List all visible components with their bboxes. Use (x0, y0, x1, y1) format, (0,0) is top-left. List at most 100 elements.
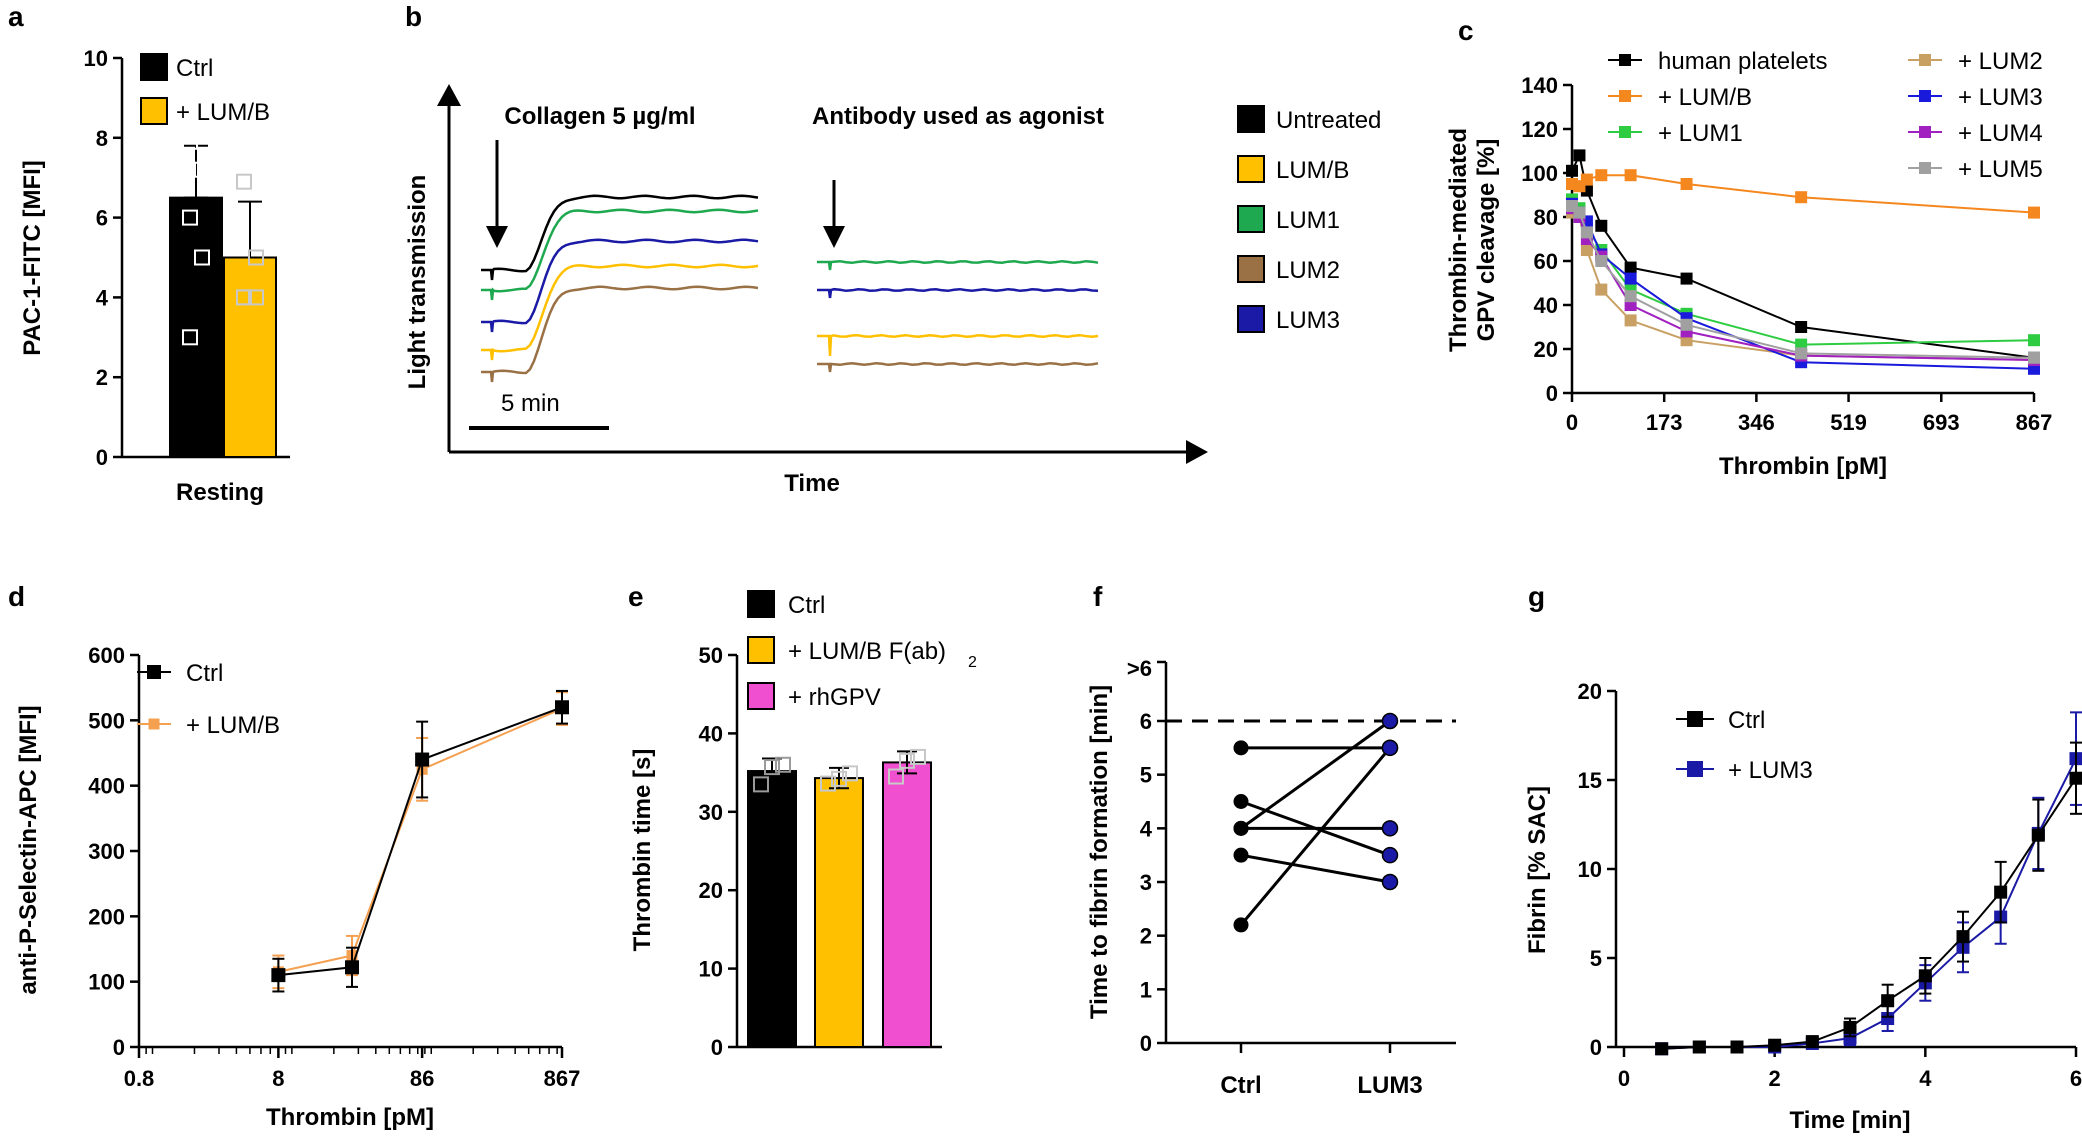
f-y-tick-label: 1 (1140, 977, 1152, 1002)
c-point-6 (1624, 290, 1637, 303)
g-x-axis-title: Time [min] (1790, 1107, 1911, 1134)
d-x-tick-label: 86 (410, 1066, 434, 1091)
e-bar-0 (747, 770, 797, 1048)
c-legend-label-0: human platelets (1658, 48, 1827, 75)
d-point-0 (415, 752, 430, 767)
c-point-6 (1580, 226, 1593, 239)
panel-e-chart: 0 10 20 30 40 50 Thrombin time [s] Ctrl + LUM/B … (629, 590, 977, 1060)
b-arrow-collagen-head (486, 226, 508, 248)
g-point-0 (1843, 1020, 1857, 1034)
g-point-0 (1730, 1040, 1744, 1054)
c-legend-label-6: + LUM5 (1958, 156, 2043, 183)
c-legend-label-3: + LUM2 (1958, 48, 2043, 75)
c-point-0 (1595, 219, 1608, 232)
f-lum3-point-2 (1381, 820, 1399, 837)
g-point-0 (1956, 930, 1970, 944)
a-x-axis-title: Resting (176, 479, 264, 506)
e-legend-label-1: + LUM/B F(ab) (788, 638, 946, 665)
b-legend-swatch-2 (1237, 205, 1265, 233)
a-y-tick-label: 0 (96, 445, 108, 470)
b-legend-swatch-4 (1237, 305, 1265, 333)
e-legend-subscript: 2 (968, 654, 977, 671)
d-y-axis-title: anti-P-Selectin-APC [MFI] (15, 705, 42, 994)
panel-label-e: e (628, 581, 644, 612)
g-point-0 (1768, 1038, 1782, 1052)
g-point-1 (1843, 1031, 1857, 1045)
panel-label-g: g (1528, 581, 1545, 612)
c-point-6 (2028, 351, 2040, 364)
f-y-tick-label: 3 (1140, 870, 1152, 895)
a-legend-label-0: Ctrl (176, 55, 213, 82)
c-point-3 (1595, 283, 1608, 296)
g-x-tick-label: 6 (2070, 1066, 2082, 1091)
b-collagen-trace-0 (481, 194, 759, 281)
b-x-axis-title: Time (784, 470, 840, 497)
f-ctrl-point-5 (1233, 917, 1249, 933)
g-line-1 (1661, 758, 2077, 1050)
f-y-tick-label: 0 (1140, 1031, 1152, 1056)
b-antibody-trace-1 (817, 287, 1099, 299)
e-point (831, 770, 847, 787)
b-legend-swatch-3 (1237, 255, 1265, 283)
b-antibody-trace-2 (817, 333, 1099, 357)
panel-label-d: d (8, 581, 25, 612)
b-legend-label-1: LUM/B (1276, 157, 1349, 184)
c-point-6 (1795, 347, 1808, 360)
g-legend-label-0: Ctrl (1728, 707, 1765, 734)
d-y-tick-label: 0 (113, 1035, 125, 1060)
e-bar-1 (814, 777, 864, 1048)
b-collagen-trace-3 (481, 263, 759, 361)
f-y-tick-over-label: >6 (1127, 656, 1152, 681)
panel-b-chart: Light transmission Time Collagen 5 µg/ml An… (404, 84, 1381, 497)
f-y-axis-title: Time to fibrin formation [min] (1086, 685, 1113, 1019)
a-y-tick-label: 8 (96, 126, 108, 151)
c-x-tick-label: 867 (2016, 410, 2053, 435)
d-y-tick-label: 600 (88, 643, 125, 668)
d-point-0 (271, 968, 286, 983)
c-point-6 (1573, 206, 1586, 219)
d-y-tick-label: 500 (88, 708, 125, 733)
e-y-tick-label: 10 (699, 957, 723, 982)
c-y-tick-label: 60 (1534, 249, 1558, 274)
c-x-tick-label: 519 (1830, 410, 1867, 435)
c-point-0 (1566, 164, 1578, 177)
f-ctrl-point-4 (1233, 847, 1249, 863)
e-bar-2 (882, 761, 932, 1049)
g-point-0 (1692, 1040, 1706, 1054)
f-y-tick-label: 2 (1140, 924, 1152, 949)
a-point (194, 249, 210, 266)
c-point-1 (1624, 169, 1637, 182)
g-y-axis-title: Fibrin [% SAC] (1524, 786, 1551, 954)
f-y-tick-label: 4 (1140, 816, 1153, 841)
c-point-1 (1595, 169, 1608, 182)
d-x-axis-title: Thrombin [pM] (266, 1104, 434, 1131)
panel-label-b: b (405, 1, 422, 32)
panel-g-chart: 0 5 10 15 20 0 2 4 6 Fibrin [% SAC] Time [min] Ctrl… (1524, 679, 2082, 1134)
g-y-tick-label: 20 (1578, 679, 1602, 704)
g-legend-label-1: + LUM3 (1728, 757, 1813, 784)
a-point (182, 329, 198, 346)
g-point-0 (1918, 969, 1932, 983)
b-y-arrowhead (437, 84, 461, 106)
e-legend-label-0: Ctrl (788, 592, 825, 619)
e-legend-swatch-1 (747, 636, 775, 664)
c-y-tick-label: 0 (1546, 381, 1558, 406)
e-y-tick-label: 50 (699, 643, 723, 668)
e-legend-swatch-0 (747, 590, 775, 618)
g-point-0 (1655, 1042, 1669, 1056)
b-antibody-title: Antibody used as agonist (812, 103, 1104, 130)
g-point-0 (2031, 828, 2045, 842)
c-y-tick-label: 140 (1521, 73, 1558, 98)
a-legend-swatch-0 (140, 53, 168, 81)
b-antibody-trace-3 (817, 361, 1099, 373)
e-point (764, 759, 780, 776)
d-y-tick-label: 200 (88, 904, 125, 929)
f-y-tick-label: 5 (1140, 763, 1152, 788)
panel-a-chart: 0 2 4 6 8 10 PAC-1-FITC [MFI] Resting Ctrl + LUM/… (19, 46, 290, 506)
f-x-tick-label: LUM3 (1357, 1072, 1422, 1099)
e-point (910, 748, 926, 765)
c-y-tick-label: 80 (1534, 205, 1558, 230)
b-legend-swatch-1 (1237, 155, 1265, 183)
d-point-0 (555, 700, 569, 715)
f-pair-line-5 (1239, 746, 1392, 926)
